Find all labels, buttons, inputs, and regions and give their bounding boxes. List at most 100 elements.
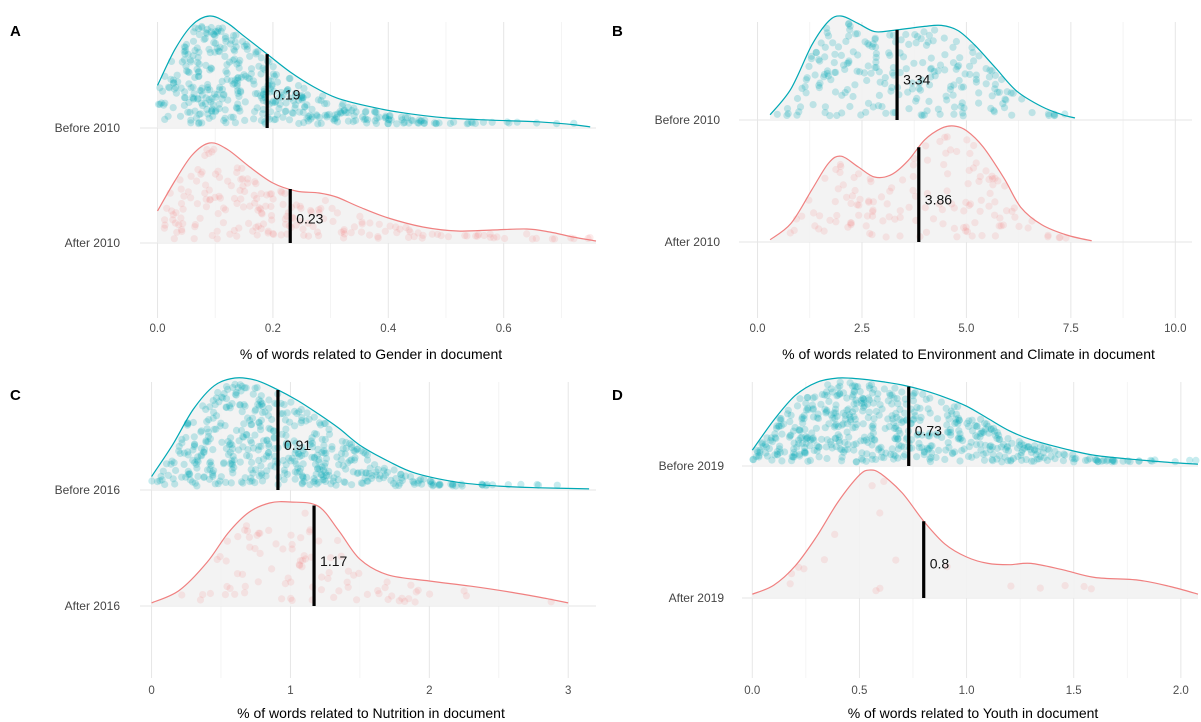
- group-label: After 2010: [665, 235, 721, 249]
- jitter-point: [219, 219, 227, 227]
- jitter-point: [809, 434, 817, 442]
- jitter-point: [991, 211, 999, 219]
- jitter-point: [239, 443, 247, 451]
- jitter-point: [195, 48, 203, 56]
- jitter-point: [436, 481, 444, 489]
- jitter-point: [176, 112, 185, 120]
- jitter-point: [919, 390, 927, 398]
- jitter-point: [215, 398, 223, 406]
- jitter-point: [321, 420, 329, 428]
- jitter-point: [294, 82, 303, 90]
- jitter-point: [380, 464, 388, 472]
- jitter-point: [215, 86, 223, 94]
- jitter-point: [475, 230, 483, 238]
- jitter-point: [295, 119, 303, 128]
- jitter-point: [201, 35, 209, 43]
- jitter-point: [318, 471, 326, 479]
- jitter-point: [195, 120, 203, 128]
- jitter-point: [210, 39, 218, 47]
- jitter-point: [995, 222, 1003, 230]
- jitter-point: [847, 199, 855, 207]
- jitter-point: [955, 416, 964, 424]
- jitter-point: [282, 441, 290, 449]
- jitter-point: [897, 36, 905, 44]
- jitter-point: [231, 119, 239, 127]
- jitter-point: [296, 467, 304, 475]
- jitter-point: [251, 466, 260, 474]
- jitter-point: [869, 421, 877, 429]
- jitter-point: [384, 120, 392, 128]
- jitter-point: [786, 432, 794, 440]
- jitter-point: [321, 477, 330, 485]
- jitter-point: [161, 99, 169, 107]
- jitter-point: [763, 452, 772, 460]
- jitter-point: [852, 383, 860, 391]
- jitter-point: [381, 471, 389, 479]
- jitter-point: [759, 443, 767, 451]
- jitter-point: [989, 175, 997, 183]
- jitter-point: [913, 403, 921, 411]
- jitter-point: [959, 83, 968, 91]
- jitter-point: [170, 85, 178, 93]
- jitter-point: [773, 447, 782, 456]
- jitter-point: [951, 419, 959, 428]
- jitter-point: [239, 203, 248, 211]
- jitter-point: [386, 112, 394, 120]
- jitter-point: [486, 233, 494, 241]
- jitter-point: [784, 410, 792, 418]
- jitter-point: [172, 83, 180, 91]
- jitter-point: [214, 90, 222, 98]
- jitter-point: [815, 453, 823, 461]
- jitter-point: [255, 204, 263, 212]
- jitter-point: [935, 200, 944, 208]
- jitter-point: [193, 482, 201, 490]
- jitter-point: [859, 407, 867, 415]
- jitter-point: [247, 65, 256, 73]
- jitter-point: [937, 398, 946, 406]
- jitter-point: [273, 78, 282, 86]
- jitter-point: [835, 433, 844, 441]
- jitter-point: [288, 596, 296, 605]
- jitter-point: [800, 447, 809, 455]
- jitter-point: [926, 394, 934, 402]
- jitter-point: [193, 44, 201, 52]
- jitter-point: [756, 446, 764, 454]
- jitter-point: [973, 422, 981, 430]
- jitter-point: [805, 62, 813, 70]
- jitter-point: [803, 74, 811, 82]
- jitter-point: [1100, 456, 1108, 464]
- jitter-point: [350, 456, 359, 464]
- jitter-point: [947, 407, 955, 415]
- jitter-point: [402, 472, 410, 480]
- jitter-point: [802, 89, 810, 97]
- jitter-point: [982, 65, 990, 73]
- jitter-point: [197, 170, 205, 178]
- jitter-point: [1018, 95, 1026, 103]
- jitter-point: [259, 220, 268, 228]
- jitter-point: [989, 424, 998, 432]
- jitter-point: [228, 459, 236, 467]
- jitter-point: [934, 67, 942, 75]
- jitter-point: [962, 227, 970, 235]
- jitter-point: [834, 384, 842, 392]
- jitter-point: [265, 526, 273, 535]
- jitter-point: [834, 431, 842, 439]
- jitter-point: [823, 436, 831, 444]
- jitter-point: [922, 41, 931, 49]
- jitter-point: [348, 443, 356, 451]
- jitter-point: [945, 415, 953, 423]
- jitter-point: [198, 22, 206, 31]
- jitter-point: [871, 436, 879, 444]
- jitter-point: [239, 175, 247, 183]
- jitter-point: [835, 436, 843, 444]
- jitter-point: [959, 109, 967, 117]
- jitter-point: [865, 198, 873, 206]
- jitter-point: [789, 453, 797, 461]
- jitter-point: [856, 68, 864, 76]
- jitter-point: [806, 436, 815, 444]
- jitter-point: [228, 457, 236, 465]
- jitter-point: [838, 446, 846, 454]
- jitter-point: [184, 68, 192, 76]
- jitter-point: [851, 81, 859, 89]
